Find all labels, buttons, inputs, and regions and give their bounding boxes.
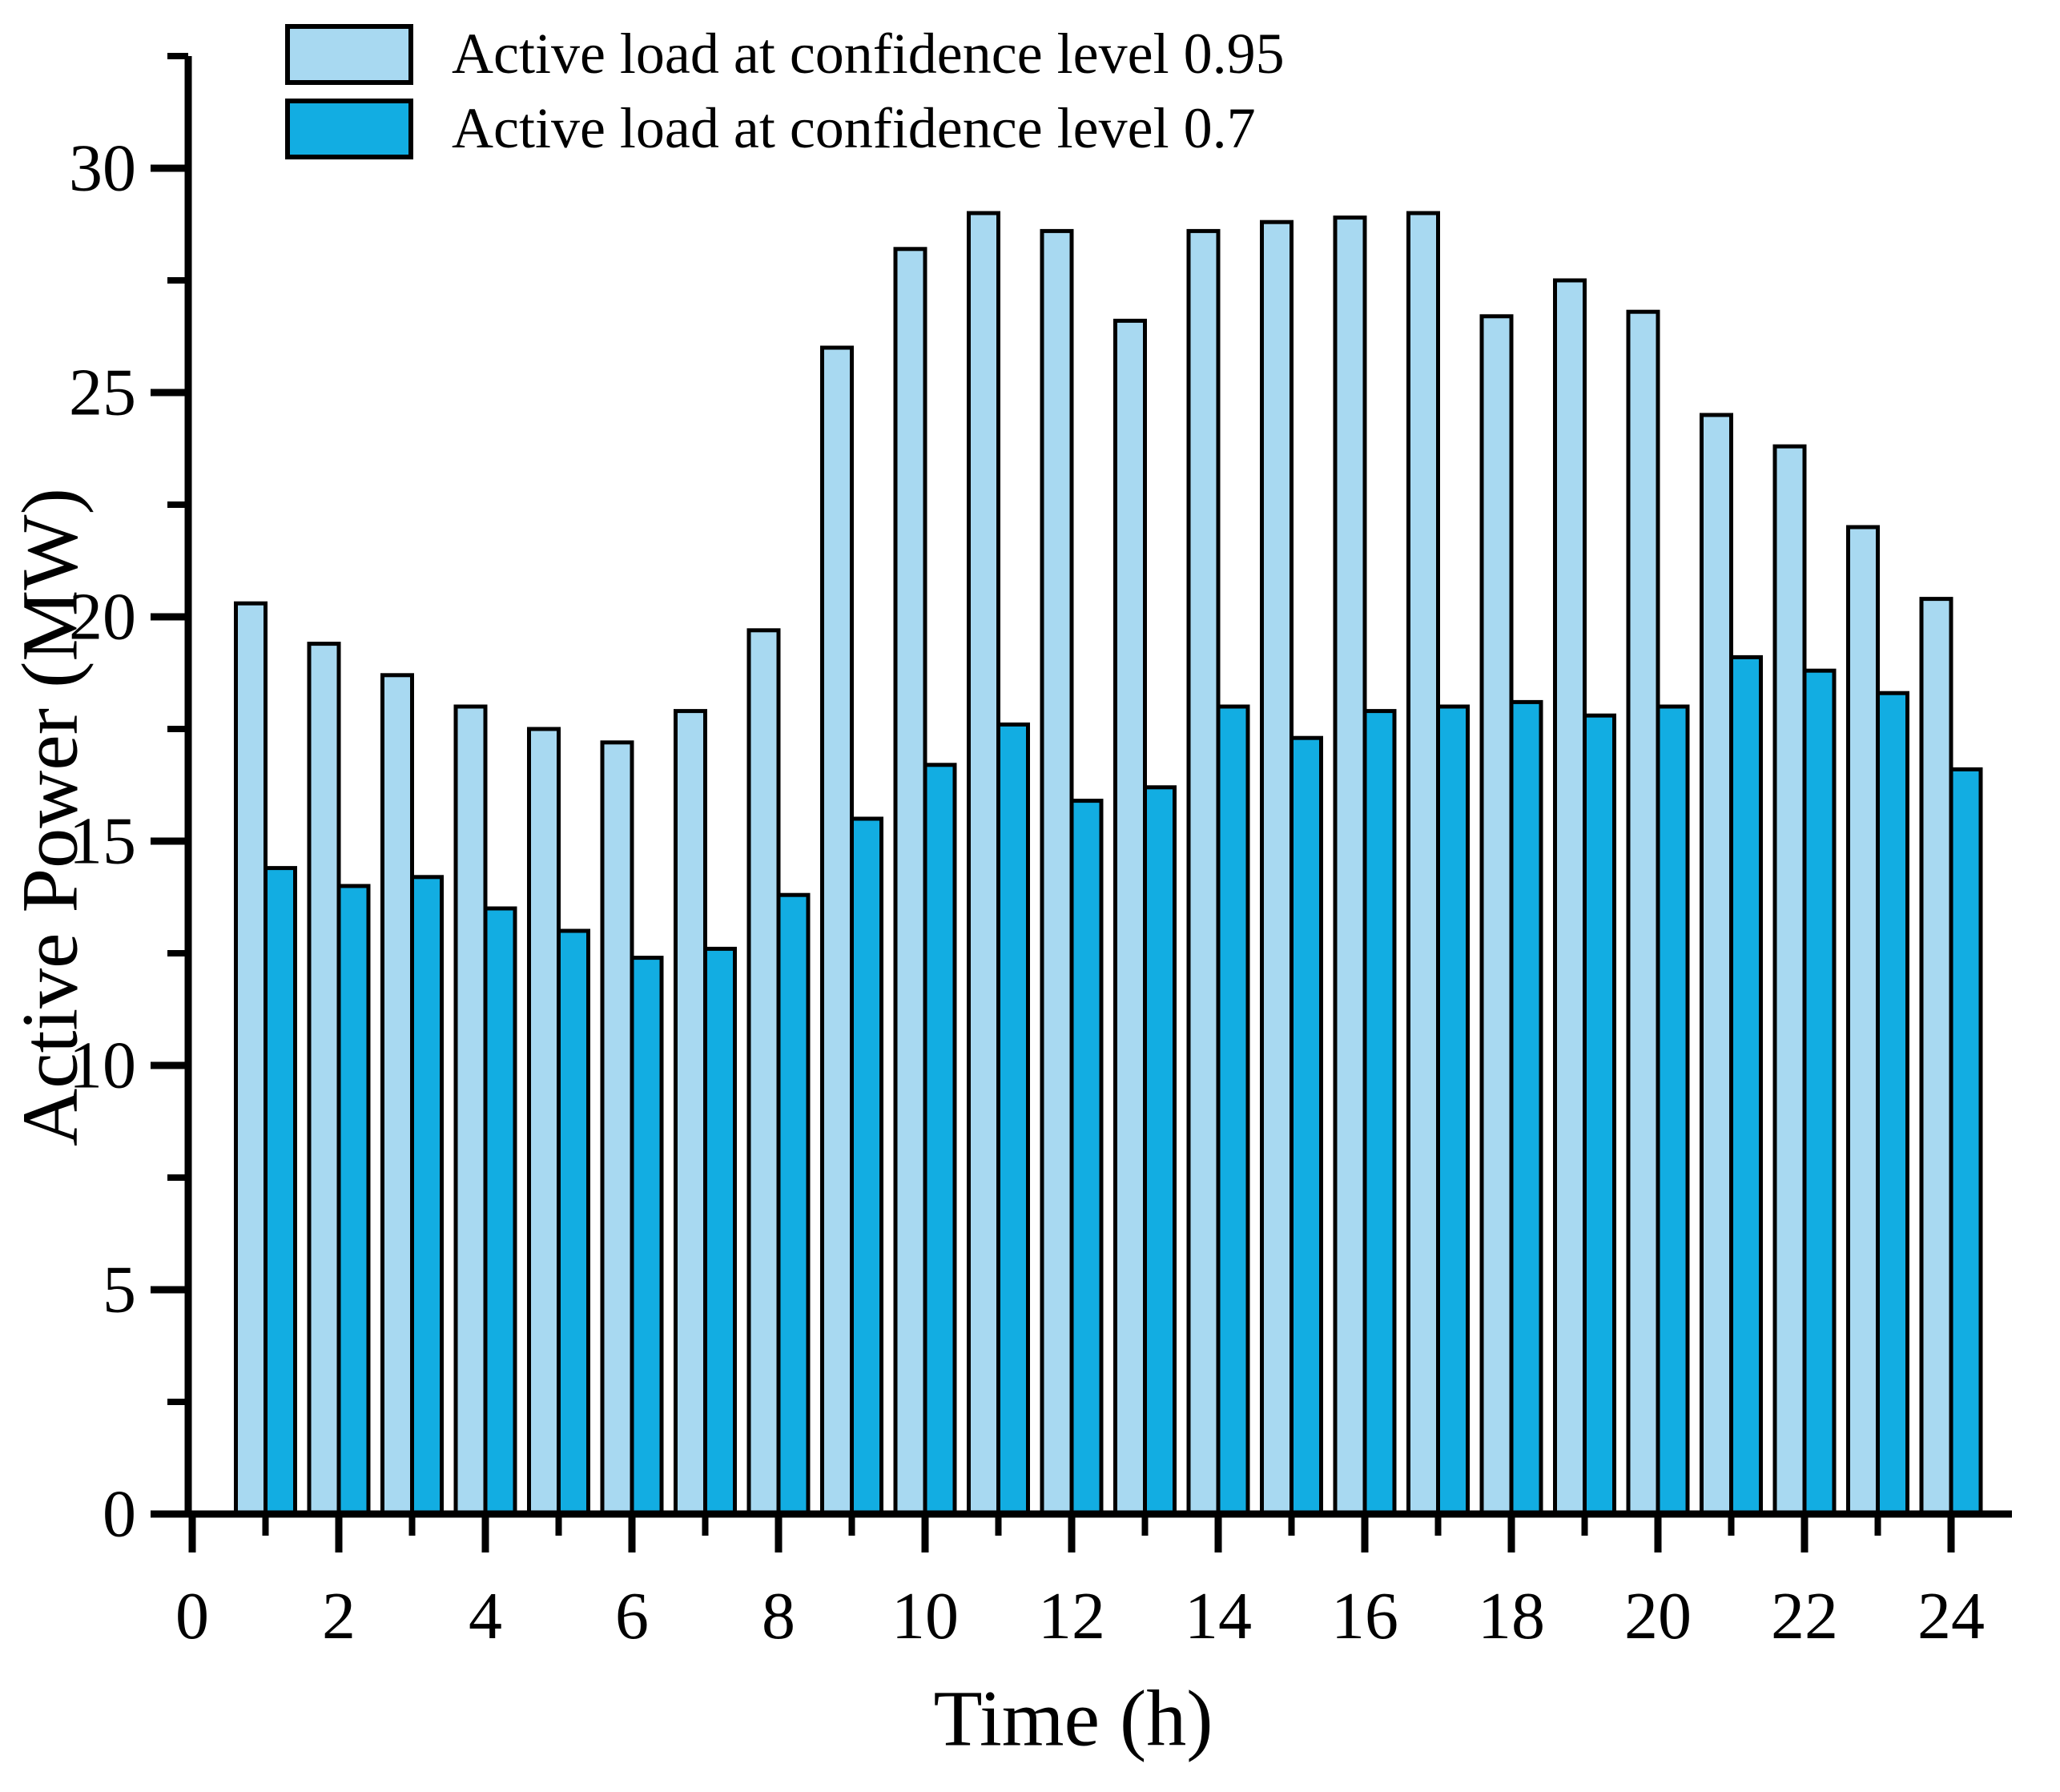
legend-swatch-cl095	[285, 23, 413, 85]
bar-cl095-h20	[1626, 309, 1660, 1516]
bar-cl095-h1	[234, 601, 268, 1516]
bar-cl07-h2	[336, 884, 371, 1516]
bar-cl07-h16	[1362, 709, 1397, 1516]
bar-cl07-h17	[1436, 704, 1470, 1516]
bar-cl07-h19	[1583, 713, 1616, 1516]
y-tick-label-10: 10	[69, 1029, 136, 1103]
legend-label-cl095: Active load at confidence level 0.95	[452, 22, 1285, 86]
bar-cl07-h3	[410, 875, 444, 1516]
x-tick-label-6: 6	[615, 1579, 649, 1653]
bar-cl095-h24	[1919, 597, 1953, 1516]
x-tick-label-20: 20	[1624, 1579, 1692, 1653]
legend: Active load at confidence level 0.95 Act…	[285, 22, 1285, 160]
y-tick-label-5: 5	[103, 1253, 136, 1327]
bar-cl07-h8	[776, 892, 811, 1516]
bar-cl07-h10	[923, 763, 957, 1516]
bar-cl095-h17	[1406, 211, 1440, 1516]
x-tick-label-12: 12	[1038, 1579, 1105, 1653]
bar-cl095-h7	[674, 709, 707, 1516]
bar-cl095-h21	[1700, 413, 1733, 1516]
x-tick-label-18: 18	[1478, 1579, 1545, 1653]
bar-cl095-h13	[1113, 318, 1147, 1516]
bar-cl07-h23	[1876, 691, 1909, 1516]
bar-cl095-h8	[746, 628, 781, 1516]
bar-cl07-h1	[264, 866, 297, 1516]
y-tick-label-30: 30	[69, 131, 136, 206]
bar-cl095-h4	[453, 704, 488, 1516]
bar-cl095-h19	[1553, 278, 1587, 1516]
bar-cl095-h11	[967, 211, 1000, 1516]
bar-cl07-h11	[996, 722, 1030, 1516]
x-tick-label-8: 8	[762, 1579, 795, 1653]
bar-cl095-h16	[1333, 215, 1367, 1516]
bar-cl07-h12	[1069, 799, 1104, 1516]
bar-cl095-h2	[307, 642, 341, 1516]
bar-cl07-h4	[483, 906, 517, 1516]
bar-cl07-h24	[1949, 767, 1983, 1516]
x-tick-label-14: 14	[1185, 1579, 1252, 1653]
bar-cl095-h9	[820, 345, 854, 1516]
bar-cl07-h14	[1216, 704, 1250, 1516]
bar-cl095-h6	[600, 740, 634, 1516]
x-tick-label-2: 2	[322, 1579, 356, 1653]
legend-label-cl07: Active load at confidence level 0.7	[452, 96, 1256, 161]
bar-cl095-h14	[1186, 228, 1221, 1516]
x-tick-label-24: 24	[1917, 1579, 1985, 1653]
bar-cl07-h7	[703, 946, 737, 1516]
bar-cl07-h18	[1509, 699, 1543, 1516]
x-tick-label-4: 4	[469, 1579, 502, 1653]
bar-cl07-h22	[1802, 668, 1837, 1516]
bar-cl07-h15	[1290, 735, 1323, 1516]
bar-cl07-h21	[1729, 654, 1763, 1516]
bar-cl07-h9	[850, 816, 883, 1516]
legend-entry-cl095: Active load at confidence level 0.95	[285, 22, 1285, 86]
bar-cl07-h6	[630, 956, 664, 1516]
x-tick-label-16: 16	[1331, 1579, 1398, 1653]
bar-cl07-h5	[557, 928, 590, 1516]
bar-cl07-h13	[1143, 785, 1177, 1516]
legend-swatch-cl07	[285, 98, 413, 159]
x-tick-label-22: 22	[1771, 1579, 1838, 1653]
x-axis-title: Time (h)	[933, 1673, 1213, 1763]
legend-entry-cl07: Active load at confidence level 0.7	[285, 96, 1285, 161]
bar-cl095-h15	[1260, 219, 1294, 1516]
bar-cl095-h10	[893, 247, 927, 1516]
y-tick-label-15: 15	[69, 804, 136, 879]
bar-cl095-h12	[1040, 228, 1074, 1516]
bar-cl095-h23	[1846, 525, 1880, 1516]
y-tick-label-0: 0	[103, 1477, 136, 1552]
bar-cl095-h5	[527, 727, 561, 1516]
x-tick-label-0: 0	[175, 1579, 209, 1653]
bar-cl07-h20	[1656, 704, 1690, 1516]
y-axis-title: Active Power (MW)	[5, 488, 95, 1146]
bar-cl095-h18	[1479, 314, 1514, 1516]
bar-cl095-h22	[1772, 444, 1807, 1516]
bar-cl095-h3	[380, 673, 414, 1516]
y-tick-label-20: 20	[69, 580, 136, 654]
x-tick-label-10: 10	[891, 1579, 959, 1653]
y-tick-label-25: 25	[69, 356, 136, 430]
